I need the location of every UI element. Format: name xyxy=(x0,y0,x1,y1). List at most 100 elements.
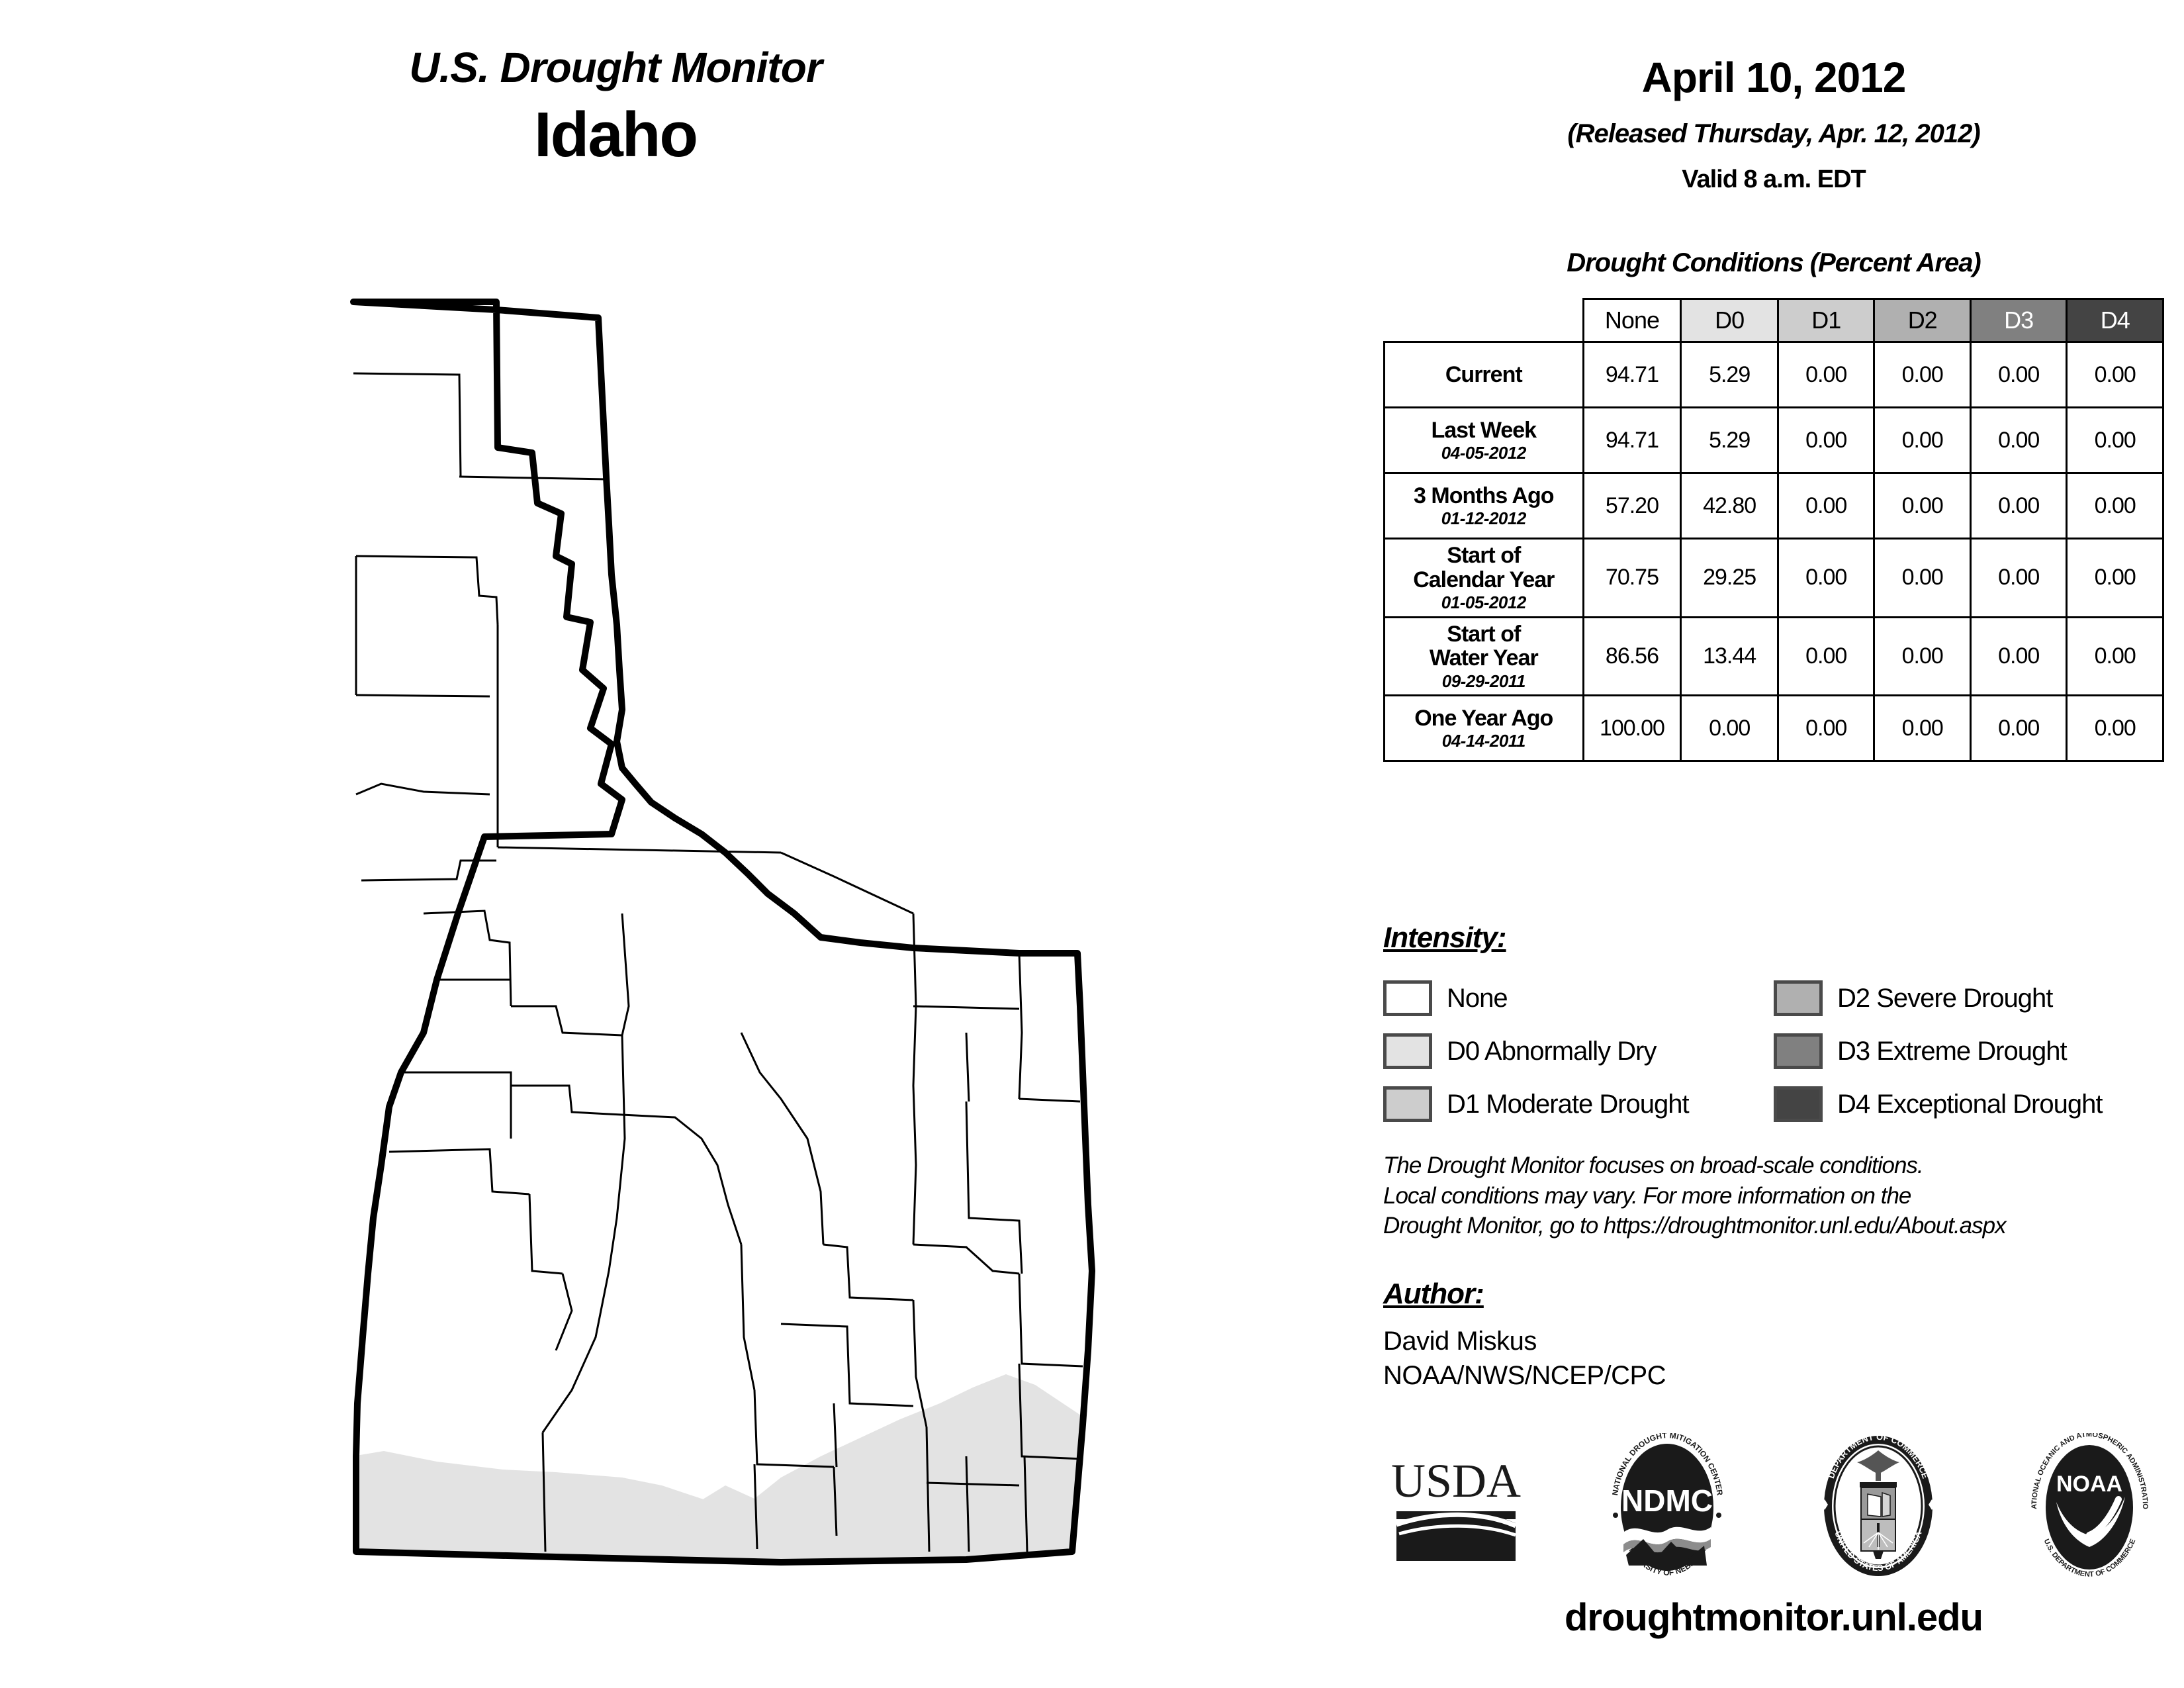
cell-d3: 0.00 xyxy=(1969,694,2068,763)
swatch-none-icon xyxy=(1383,980,1432,1016)
cell-d4: 0.00 xyxy=(2066,694,2164,763)
cell-none: 100.00 xyxy=(1582,694,1682,763)
legend-item-d1[interactable]: D1 Moderate Drought xyxy=(1383,1086,1774,1122)
table-row: Last Week 04-05-2012 94.71 5.29 0.00 0.0… xyxy=(1383,406,2164,474)
cell-d1: 0.00 xyxy=(1776,472,1876,539)
cell-none: 70.75 xyxy=(1582,538,1682,618)
map-title-block: U.S. Drought Monitor Idaho xyxy=(119,46,1112,169)
intensity-legend: None D2 Severe Drought D0 Abnormally Dry… xyxy=(1383,972,2164,1131)
legend-label: None xyxy=(1447,983,1508,1013)
cell-d3: 0.00 xyxy=(1969,538,2068,618)
footer-url[interactable]: droughtmonitor.unl.edu xyxy=(1564,1596,1983,1639)
row-label-one-year-ago: One Year Ago 04-14-2011 xyxy=(1383,694,1584,763)
state-outline xyxy=(350,299,1095,1566)
noaa-logo[interactable]: NATIONAL OCEANIC AND ATMOSPHERIC ADMINIS… xyxy=(2022,1430,2158,1582)
disclaimer-line-1: The Drought Monitor focuses on broad-sca… xyxy=(1383,1152,1924,1178)
info-panel: April 10, 2012 (Released Thursday, Apr. … xyxy=(1363,0,2184,1688)
author-name: David Miskus xyxy=(1383,1327,1537,1356)
row-label-text: Start of xyxy=(1447,543,1521,568)
agency-logos: USDA NATIONAL DROUGHT MITIGATION C xyxy=(1377,1423,2171,1589)
program-title: U.S. Drought Monitor xyxy=(409,44,822,91)
legend-item-d3[interactable]: D3 Extreme Drought xyxy=(1774,1033,2164,1069)
idaho-drought-map[interactable] xyxy=(225,291,1165,1602)
cell-none: 57.20 xyxy=(1582,472,1682,539)
author-heading: Author: xyxy=(1383,1278,1484,1310)
cell-d1: 0.00 xyxy=(1776,341,1876,408)
legend-item-d2[interactable]: D2 Severe Drought xyxy=(1774,980,2164,1016)
cell-d2: 0.00 xyxy=(1873,616,1972,697)
row-label-text-2: Water Year xyxy=(1429,645,1539,671)
drought-conditions-table: None D0 D1 D2 D3 D4 Current 94.71 5.29 0… xyxy=(1383,298,2164,763)
author-affiliation: NOAA/NWS/NCEP/CPC xyxy=(1383,1361,1666,1390)
column-header-d2: D2 xyxy=(1873,298,1972,343)
legend-row: D1 Moderate Drought D4 Exceptional Droug… xyxy=(1383,1078,2164,1131)
usda-logo[interactable]: USDA xyxy=(1390,1430,1522,1582)
row-label-start-of-calendar-year: Start of Calendar Year 01-05-2012 xyxy=(1383,538,1584,618)
legend-label: D0 Abnormally Dry xyxy=(1447,1036,1657,1066)
cell-none: 86.56 xyxy=(1582,616,1682,697)
cell-d2: 0.00 xyxy=(1873,406,1972,474)
release-date: (Released Thursday, Apr. 12, 2012) xyxy=(1567,119,1980,148)
row-label-text: One Year Ago xyxy=(1414,705,1553,731)
cell-d0: 13.44 xyxy=(1680,616,1779,697)
legend-item-d0[interactable]: D0 Abnormally Dry xyxy=(1383,1033,1774,1069)
county-boundaries xyxy=(353,372,1083,1552)
table-header-row: None D0 D1 D2 D3 D4 xyxy=(1384,298,2164,343)
column-header-none: None xyxy=(1582,298,1682,343)
swatch-d1-icon xyxy=(1383,1086,1432,1122)
cell-d4: 0.00 xyxy=(2066,472,2164,539)
column-header-d3: D3 xyxy=(1969,298,2068,343)
ndmc-logo[interactable]: NATIONAL DROUGHT MITIGATION CENTER UNIVE… xyxy=(1600,1430,1735,1582)
cell-d2: 0.00 xyxy=(1873,341,1972,408)
department-of-commerce-seal[interactable]: DEPARTMENT OF COMMERCE UNITED STATES OF … xyxy=(1812,1430,1944,1582)
table-row: Start of Calendar Year 01-05-2012 70.75 … xyxy=(1383,538,2164,618)
row-label-text: Start of xyxy=(1447,621,1521,647)
cell-d4: 0.00 xyxy=(2066,341,2164,408)
swatch-d2-icon xyxy=(1774,980,1823,1016)
cell-d4: 0.00 xyxy=(2066,406,2164,474)
row-label-date: 04-05-2012 xyxy=(1441,443,1526,463)
row-label-text: Current xyxy=(1445,361,1523,387)
svg-text:NOAA: NOAA xyxy=(2056,1472,2122,1497)
disclaimer-line-2: Local conditions may vary. For more info… xyxy=(1383,1182,1911,1209)
cell-d3: 0.00 xyxy=(1969,406,2068,474)
legend-label: D3 Extreme Drought xyxy=(1837,1036,2068,1066)
cell-d0: 29.25 xyxy=(1680,538,1779,618)
table-row: One Year Ago 04-14-2011 100.00 0.00 0.00… xyxy=(1383,694,2164,763)
row-label-current: Current xyxy=(1383,341,1584,408)
cell-d1: 0.00 xyxy=(1776,406,1876,474)
cell-d3: 0.00 xyxy=(1969,472,2068,539)
state-title: Idaho xyxy=(534,99,698,170)
valid-date: April 10, 2012 xyxy=(1641,54,1907,101)
legend-item-none[interactable]: None xyxy=(1383,980,1774,1016)
svg-text:NDMC: NDMC xyxy=(1621,1483,1713,1518)
cell-d2: 0.00 xyxy=(1873,472,1972,539)
legend-item-d4[interactable]: D4 Exceptional Drought xyxy=(1774,1086,2164,1122)
cell-d1: 0.00 xyxy=(1776,538,1876,618)
cell-d1: 0.00 xyxy=(1776,616,1876,697)
cell-d0: 0.00 xyxy=(1680,694,1779,763)
row-label-text: Last Week xyxy=(1431,417,1537,443)
table-caption: Drought Conditions (Percent Area) xyxy=(1567,248,1981,277)
row-label-date: 04-14-2011 xyxy=(1441,731,1526,751)
disclaimer-line-3[interactable]: Drought Monitor, go to https://droughtmo… xyxy=(1383,1213,2007,1239)
table-row: Current 94.71 5.29 0.00 0.00 0.00 0.00 xyxy=(1383,341,2164,408)
cell-d1: 0.00 xyxy=(1776,694,1876,763)
disclaimer: The Drought Monitor focuses on broad-sca… xyxy=(1383,1150,2007,1241)
cell-d2: 0.00 xyxy=(1873,538,1972,618)
row-label-text: 3 Months Ago xyxy=(1414,483,1554,508)
table-row: 3 Months Ago 01-12-2012 57.20 42.80 0.00… xyxy=(1383,472,2164,539)
row-label-text-2: Calendar Year xyxy=(1413,567,1555,592)
cell-d2: 0.00 xyxy=(1873,694,1972,763)
row-label-date: 01-12-2012 xyxy=(1441,508,1526,529)
cell-none: 94.71 xyxy=(1582,341,1682,408)
cell-d4: 0.00 xyxy=(2066,538,2164,618)
table-row: Start of Water Year 09-29-2011 86.56 13.… xyxy=(1383,616,2164,697)
swatch-d4-icon xyxy=(1774,1086,1823,1122)
column-header-d1: D1 xyxy=(1776,298,1876,343)
author-block: David Miskus NOAA/NWS/NCEP/CPC xyxy=(1383,1324,1666,1393)
valid-time: Valid 8 a.m. EDT xyxy=(1682,165,1866,193)
column-header-d0: D0 xyxy=(1680,298,1779,343)
cell-d0: 5.29 xyxy=(1680,341,1779,408)
